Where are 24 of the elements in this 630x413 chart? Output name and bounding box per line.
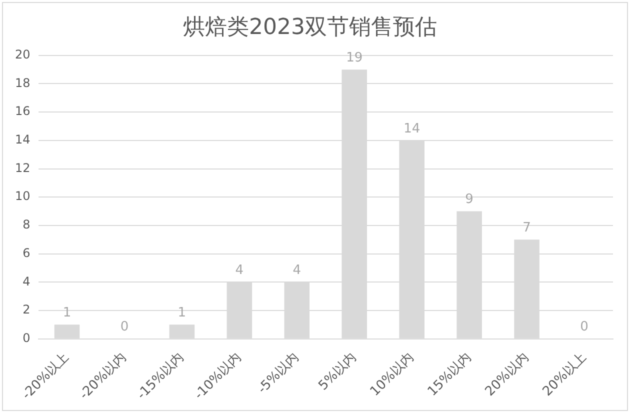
y-tick-label: 2 [22,302,30,317]
x-tick-label: -5%以内 [255,350,302,397]
data-label: 7 [522,220,531,236]
data-label: 4 [235,263,244,278]
y-tick-label: 12 [14,160,30,175]
y-tick-label: 6 [22,246,30,260]
x-tick-label: 5%以内 [316,350,360,394]
chart-title: 烘焙类2023双节销售预估 [183,14,437,40]
data-label: 14 [404,121,420,136]
y-tick-label: 16 [14,104,30,118]
y-tick-label: 14 [14,132,30,147]
data-label: 1 [62,306,72,321]
y-tick-label: 18 [14,76,30,90]
data-label: 4 [292,263,302,278]
y-tick-label: 8 [22,218,30,232]
data-label: 0 [120,320,129,335]
data-label: 19 [346,50,363,66]
data-label: 1 [178,306,186,321]
data-label: 0 [580,320,588,335]
y-tick-label: 20 [14,48,30,62]
data-label: 9 [465,192,474,208]
y-tick-label: 4 [22,274,30,288]
y-tick-label: 0 [22,330,30,345]
y-tick-label: 10 [14,189,30,204]
